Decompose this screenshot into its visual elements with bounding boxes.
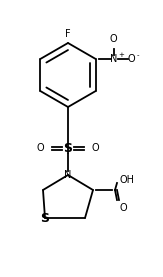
Text: O: O: [110, 34, 118, 44]
Text: N: N: [110, 54, 117, 64]
Text: -: -: [137, 52, 139, 58]
Text: +: +: [119, 52, 125, 58]
Text: O: O: [36, 143, 44, 153]
Text: F: F: [65, 29, 71, 39]
Text: O: O: [120, 203, 128, 213]
Text: S: S: [40, 212, 50, 224]
Text: N: N: [64, 170, 72, 180]
Text: O: O: [92, 143, 100, 153]
Text: S: S: [64, 142, 73, 155]
Text: OH: OH: [120, 175, 135, 185]
Text: O: O: [128, 54, 135, 64]
